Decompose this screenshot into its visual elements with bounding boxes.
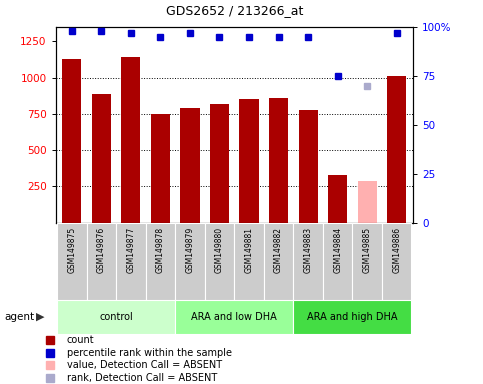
Text: ARA and low DHA: ARA and low DHA xyxy=(191,312,277,322)
Text: GSM149877: GSM149877 xyxy=(127,227,135,273)
Bar xyxy=(298,109,318,223)
Text: GSM149883: GSM149883 xyxy=(304,227,313,273)
Text: GSM149875: GSM149875 xyxy=(67,227,76,273)
Text: GSM149878: GSM149878 xyxy=(156,227,165,273)
Bar xyxy=(57,223,86,300)
Bar xyxy=(264,223,293,300)
Text: GSM149880: GSM149880 xyxy=(215,227,224,273)
Text: percentile rank within the sample: percentile rank within the sample xyxy=(67,348,232,358)
Text: GSM149881: GSM149881 xyxy=(244,227,254,273)
Text: count: count xyxy=(67,335,95,345)
Text: value, Detection Call = ABSENT: value, Detection Call = ABSENT xyxy=(67,360,222,370)
Text: GSM149876: GSM149876 xyxy=(97,227,106,273)
Bar xyxy=(387,76,406,223)
Text: GSM149886: GSM149886 xyxy=(392,227,401,273)
Text: GSM149882: GSM149882 xyxy=(274,227,283,273)
Bar xyxy=(92,94,111,223)
Bar xyxy=(210,104,229,223)
Bar xyxy=(62,59,82,223)
Text: GSM149879: GSM149879 xyxy=(185,227,195,273)
Text: control: control xyxy=(99,312,133,322)
Text: ▶: ▶ xyxy=(36,312,45,322)
Bar xyxy=(175,223,205,300)
Text: GDS2652 / 213266_at: GDS2652 / 213266_at xyxy=(166,4,303,17)
Bar xyxy=(357,180,377,223)
Bar xyxy=(269,98,288,223)
Text: agent: agent xyxy=(5,312,35,322)
Bar xyxy=(121,57,141,223)
Bar xyxy=(180,108,199,223)
Text: GSM149884: GSM149884 xyxy=(333,227,342,273)
Bar xyxy=(293,300,412,334)
Text: ARA and high DHA: ARA and high DHA xyxy=(307,312,398,322)
Bar xyxy=(146,223,175,300)
Bar xyxy=(234,223,264,300)
Bar xyxy=(175,300,293,334)
Bar xyxy=(353,223,382,300)
Text: rank, Detection Call = ABSENT: rank, Detection Call = ABSENT xyxy=(67,373,217,383)
Bar xyxy=(323,223,353,300)
Bar xyxy=(116,223,146,300)
Bar xyxy=(57,300,175,334)
Bar xyxy=(328,175,347,223)
Bar xyxy=(293,223,323,300)
Bar xyxy=(205,223,234,300)
Bar xyxy=(151,114,170,223)
Bar xyxy=(240,99,258,223)
Bar xyxy=(382,223,412,300)
Text: GSM149885: GSM149885 xyxy=(363,227,372,273)
Bar xyxy=(86,223,116,300)
